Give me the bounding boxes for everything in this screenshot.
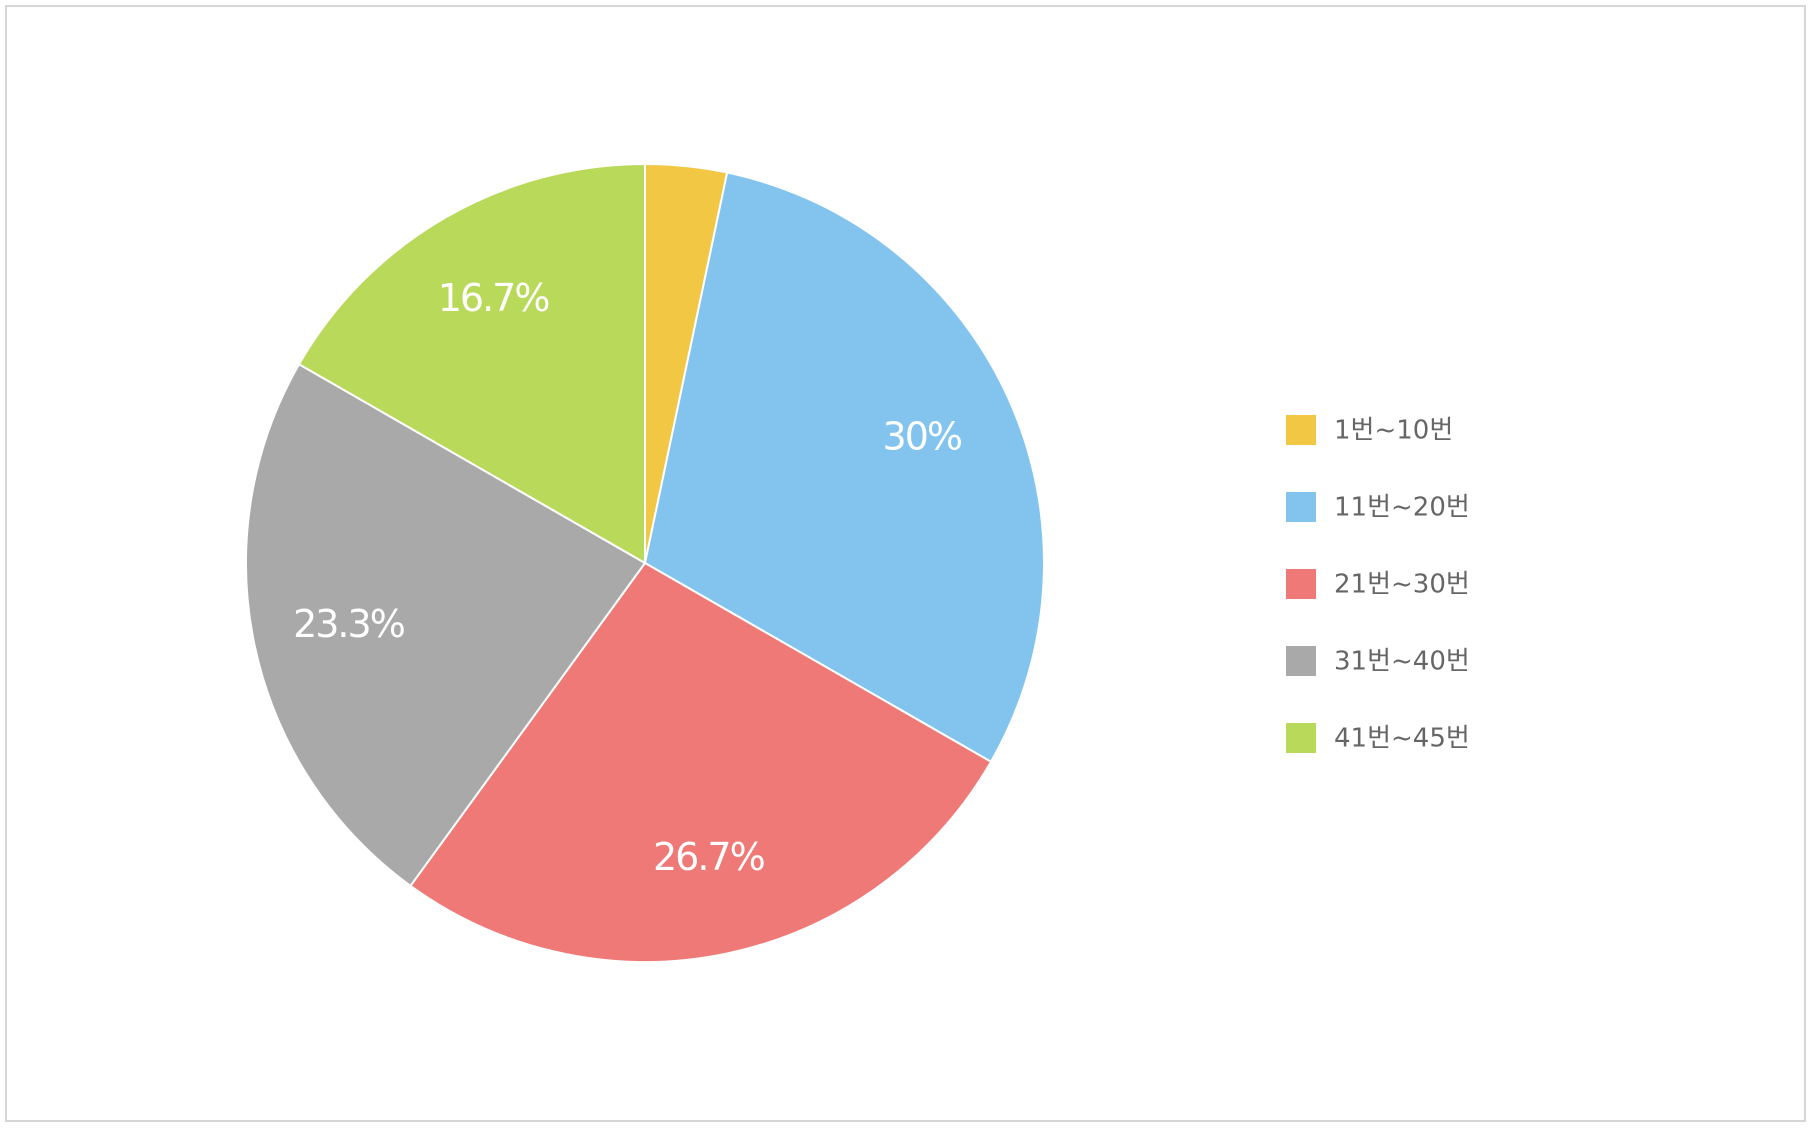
legend-label: 11번~20번 bbox=[1334, 493, 1470, 523]
legend-swatch bbox=[1286, 492, 1316, 522]
legend-swatch bbox=[1286, 723, 1316, 753]
legend-swatch bbox=[1286, 569, 1316, 599]
slice-label: 30% bbox=[883, 415, 962, 459]
legend-label: 21번~30번 bbox=[1334, 570, 1470, 600]
pie-slice bbox=[245, 362, 647, 888]
pie-slice bbox=[409, 561, 993, 963]
legend-label: 1번~10번 bbox=[1334, 416, 1453, 446]
legend-swatch bbox=[1286, 415, 1316, 445]
slice-label: 26.7% bbox=[653, 835, 765, 879]
legend-swatch bbox=[1286, 646, 1316, 676]
slice-labels: 30% 26.7% 23.3% 16.7% bbox=[293, 276, 964, 879]
legend-label: 31번~40번 bbox=[1334, 647, 1470, 677]
slice-label: 23.3% bbox=[293, 602, 405, 646]
pie-slice bbox=[297, 162, 646, 565]
pie-slice bbox=[643, 171, 1045, 764]
slice-label: 16.7% bbox=[438, 276, 550, 320]
pie bbox=[245, 162, 1045, 963]
legend: 1번~10번 11번~20번 21번~30번 31번~40번 41번~45번 bbox=[1286, 415, 1470, 754]
legend-label: 41번~45번 bbox=[1334, 724, 1470, 754]
